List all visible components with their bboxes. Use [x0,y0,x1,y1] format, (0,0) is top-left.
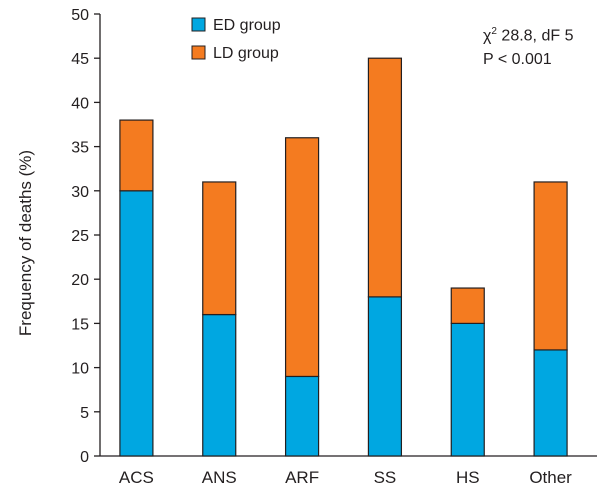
p-value-line: P < 0.001 [483,51,552,69]
chi-symbol: χ [483,27,492,45]
y-tick-label: 30 [71,184,89,201]
bar-acs-ld [119,119,154,192]
bar-ss-ld [367,57,403,298]
legend-swatch [191,17,206,32]
legend-swatch [191,45,206,60]
x-tick-label: HS [456,468,480,487]
x-tick-label: ANS [202,468,237,487]
bar-ans-ld [202,181,237,316]
y-tick-label: 25 [71,228,89,245]
bar-acs-ed [119,190,154,457]
chi-superscript: 2 [491,26,497,37]
bar-hs-ld [450,287,485,325]
bars [119,57,568,457]
bar-hs-ed [450,322,485,457]
bar-arf-ld [284,137,320,378]
stats-annotation: χ2 28.8, dF 5 P < 0.001 [483,20,573,72]
y-tick-label: 50 [71,7,89,24]
y-tick-label: 45 [71,51,89,68]
bar-ss-ed [367,296,403,457]
y-tick-label: 5 [80,405,89,422]
bar-arf-ed [284,375,320,457]
x-tick-label: SS [374,468,397,487]
legend-label: ED group [213,17,281,34]
x-tick-label: Other [529,468,572,487]
chi-value: 28.8, dF 5 [496,27,574,45]
y-tick-label: 40 [71,95,89,112]
y-tick-label: 35 [71,140,89,157]
y-tick-label: 10 [71,361,89,378]
bar-other-ed [533,349,568,457]
x-tick-label: ACS [119,468,154,487]
axes: 0 5 10 15 20 25 30 35 40 45 50 ACS ANS ARF SS HS Other [71,7,597,487]
x-tick-label: ARF [285,468,319,487]
bar-ans-ed [202,313,237,457]
y-tick-label: 20 [71,272,89,289]
legend: ED group LD group [191,17,281,62]
chi-square-line: χ2 28.8, dF 5 [483,20,573,48]
bar-other-ld [533,181,568,351]
y-tick-label: 0 [80,449,89,466]
y-axis-label: Frequency of deaths (%) [16,149,35,337]
legend-label: LD group [213,45,279,62]
y-tick-label: 15 [71,316,89,333]
